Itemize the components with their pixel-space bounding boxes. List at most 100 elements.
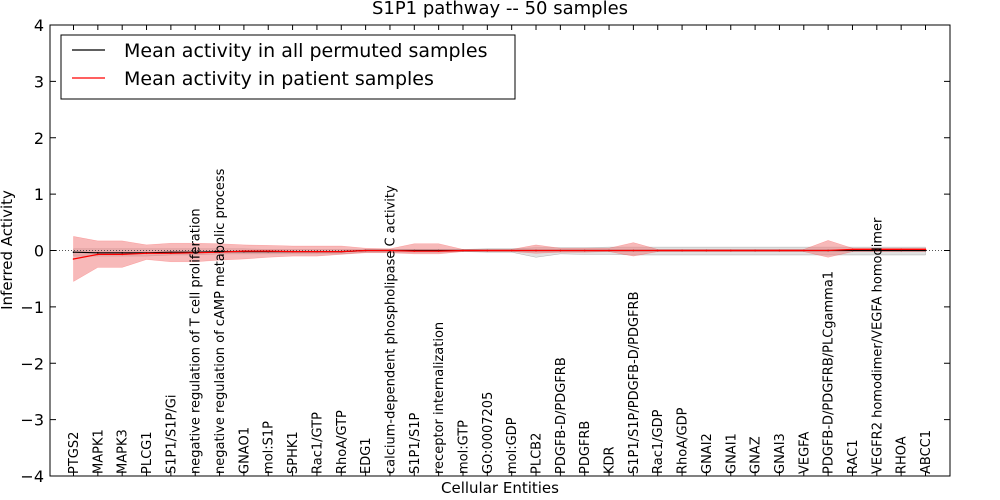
point-patient-1 bbox=[97, 253, 99, 256]
point-patient-11 bbox=[340, 250, 343, 253]
x-tick-label: S1P1/S1P/Gi bbox=[164, 395, 179, 474]
point-patient-5 bbox=[194, 252, 196, 254]
lines-layer bbox=[72, 248, 927, 260]
y-tick-label: −4 bbox=[20, 467, 44, 486]
plot-frame bbox=[49, 24, 951, 477]
x-tick-label: RHOA bbox=[895, 436, 910, 474]
x-tick-label: EDG1 bbox=[359, 437, 374, 474]
x-tick-label: MAPK1 bbox=[91, 429, 106, 474]
point-permuted-1 bbox=[97, 252, 99, 254]
x-tick-label: receptor internalization bbox=[432, 322, 447, 474]
x-tick-label: GNAI3 bbox=[773, 433, 788, 474]
y-tick-label: 4 bbox=[34, 16, 44, 35]
x-tick-label: Rac1/GDP bbox=[651, 409, 666, 474]
y-tick-label: 0 bbox=[34, 242, 44, 261]
bands-layer bbox=[50, 236, 950, 282]
point-patient-0 bbox=[72, 258, 75, 260]
point-patient-10 bbox=[316, 250, 318, 253]
x-tick-label: negative regulation of T cell proliferat… bbox=[189, 208, 204, 474]
point-patient-14 bbox=[413, 250, 416, 252]
point-patient-6 bbox=[218, 251, 221, 253]
point-patient-3 bbox=[145, 252, 148, 255]
point-patient-4 bbox=[170, 252, 172, 255]
chart-title: S1P1 pathway -- 50 samples bbox=[372, 0, 628, 19]
legend-label-permuted: Mean activity in all permuted samples bbox=[124, 40, 487, 62]
point-patient-15 bbox=[437, 250, 440, 252]
series-line-patient bbox=[73, 248, 926, 260]
y-tick-label: −1 bbox=[20, 298, 44, 317]
x-tick-label: Rac1/GTP bbox=[310, 412, 325, 474]
point-patient-22 bbox=[608, 249, 610, 252]
x-tick-label: SPHK1 bbox=[286, 431, 301, 474]
point-patient-9 bbox=[291, 250, 294, 253]
x-tick-label: GNAI1 bbox=[724, 433, 739, 474]
y-tick-label: 3 bbox=[34, 72, 44, 91]
point-permuted-4 bbox=[170, 251, 172, 253]
point-patient-34 bbox=[900, 248, 902, 251]
point-patient-7 bbox=[243, 250, 245, 252]
x-tick-label: mol:S1P bbox=[262, 421, 277, 474]
legend-label-patient: Mean activity in patient samples bbox=[124, 68, 434, 90]
point-patient-30 bbox=[803, 249, 805, 252]
point-patient-19 bbox=[535, 249, 537, 252]
point-patient-16 bbox=[462, 249, 464, 252]
x-tick-label: PDGFRB bbox=[578, 421, 593, 474]
y-tick-label: −2 bbox=[20, 354, 44, 373]
x-tick-label: mol:GTP bbox=[457, 420, 472, 474]
point-patient-29 bbox=[778, 249, 781, 252]
x-tick-label: RhoA/GDP bbox=[676, 407, 691, 474]
x-tick-label: PLCG1 bbox=[140, 431, 155, 474]
point-patient-24 bbox=[656, 249, 659, 252]
x-tick-label: ABCC1 bbox=[919, 430, 934, 474]
point-patient-28 bbox=[754, 249, 756, 252]
point-patient-35 bbox=[924, 248, 927, 251]
point-patient-31 bbox=[827, 249, 829, 252]
point-patient-17 bbox=[486, 249, 489, 252]
x-tick-label: calcium-dependent phospholipase C activi… bbox=[384, 185, 399, 474]
point-patient-25 bbox=[681, 249, 683, 252]
point-patient-21 bbox=[583, 249, 586, 252]
legend: Mean activity in all permuted samples Me… bbox=[60, 34, 516, 100]
point-permuted-32 bbox=[851, 249, 854, 252]
x-tick-label: negative regulation of cAMP metabolic pr… bbox=[213, 168, 228, 474]
point-patient-2 bbox=[121, 253, 123, 256]
y-axis-title: Inferred Activity bbox=[0, 190, 16, 310]
x-tick-label: mol:GDP bbox=[505, 417, 520, 474]
point-patient-33 bbox=[876, 248, 878, 251]
x-tick-label: GNAO1 bbox=[237, 427, 252, 474]
point-patient-23 bbox=[632, 249, 635, 252]
point-patient-26 bbox=[705, 249, 708, 252]
x-tick-label: S1P1/S1P/PDGFB-D/PDGFRB bbox=[627, 291, 642, 474]
point-patient-27 bbox=[730, 249, 732, 252]
point-permuted-35 bbox=[924, 249, 927, 252]
point-permuted-2 bbox=[121, 252, 123, 254]
point-permuted-0 bbox=[72, 251, 75, 253]
y-tick-label: 1 bbox=[34, 185, 44, 204]
point-permuted-33 bbox=[876, 249, 878, 252]
point-patient-13 bbox=[389, 249, 391, 252]
y-tick-label: −3 bbox=[20, 411, 44, 430]
y-tick-label: 2 bbox=[34, 129, 44, 148]
x-tick-label: GNAZ bbox=[749, 436, 764, 474]
x-tick-label: GNAI2 bbox=[700, 433, 715, 474]
point-patient-18 bbox=[510, 249, 513, 252]
x-tick-label: PTGS2 bbox=[67, 432, 82, 474]
point-patient-8 bbox=[267, 250, 270, 252]
y-axis: 4 3 2 1 0 −1 −2 −3 −4 bbox=[20, 16, 950, 486]
x-tick-label: KDR bbox=[603, 446, 618, 474]
point-permuted-34 bbox=[900, 249, 902, 252]
x-axis-labels: PTGS2 MAPK1 MAPK3 PLCG1 S1P1/S1P/Gi negative … bbox=[67, 25, 934, 476]
point-patient-32 bbox=[851, 248, 854, 251]
x-tick-label: VEGFA bbox=[797, 432, 812, 474]
x-tick-label: PLCB2 bbox=[530, 433, 545, 474]
x-tick-label: RAC1 bbox=[846, 439, 861, 474]
x-tick-label: VEGFR2 homodimer/VEGFA homodimer bbox=[870, 217, 885, 474]
point-patient-12 bbox=[364, 249, 367, 252]
point-patient-20 bbox=[559, 249, 562, 252]
band-patient bbox=[73, 236, 926, 282]
x-tick-label: GO:0007205 bbox=[481, 392, 496, 474]
x-axis-title: Cellular Entities bbox=[441, 479, 559, 497]
x-tick-label: S1P1/S1P bbox=[408, 412, 423, 474]
x-tick-label: MAPK3 bbox=[116, 429, 131, 474]
